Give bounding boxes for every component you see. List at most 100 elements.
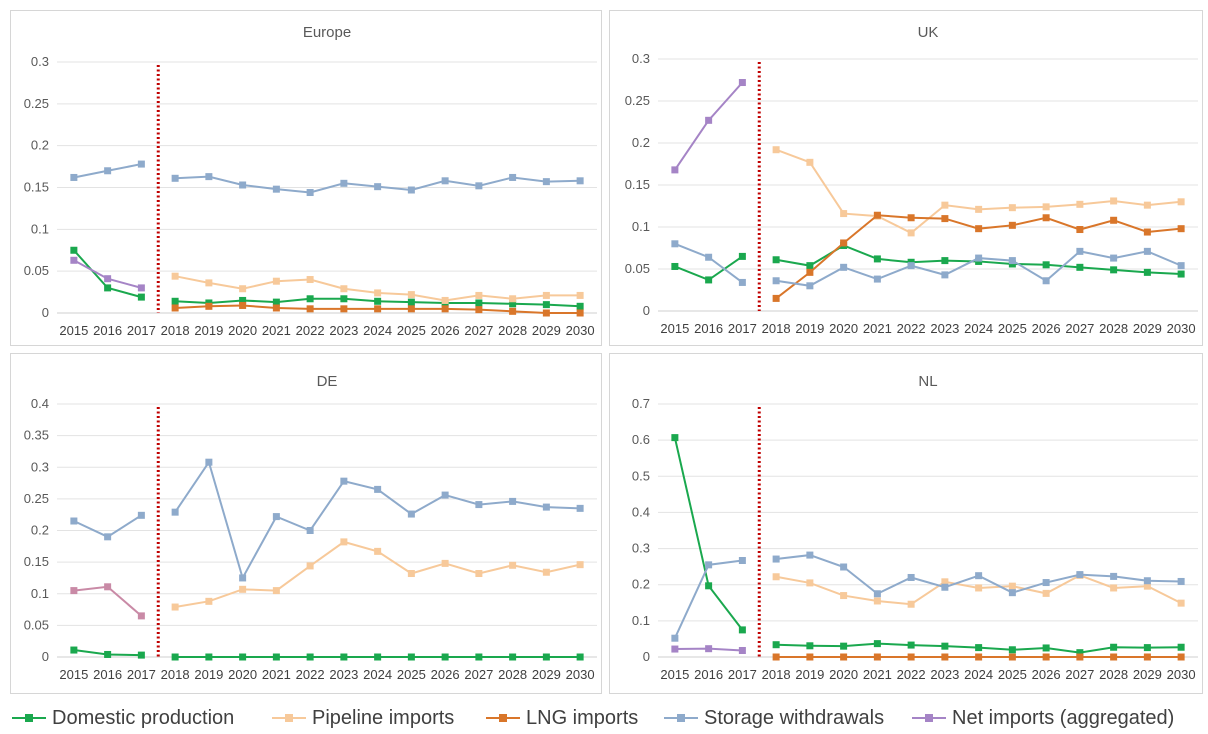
x-tick-label-de-7: 2022 [296, 667, 325, 682]
data-point-europe-pipeline-imports-2024 [374, 289, 382, 297]
data-point-uk-storage-withdrawals-2017 [738, 278, 746, 286]
data-point-europe-pipeline-imports-2030 [576, 291, 584, 299]
data-point-europe-pipeline-imports-2023 [340, 285, 348, 293]
data-point-de-pipeline-imports-2026 [441, 559, 449, 567]
data-point-europe-net-imports-aggregated-2016 [104, 275, 112, 283]
data-point-de-domestic-production-2015 [70, 646, 78, 654]
x-tick-label-de-0: 2015 [59, 667, 88, 682]
data-point-europe-lng-imports-2018 [171, 304, 179, 312]
chart-panel-nl: NL 0 0.1 0.2 0.3 0.4 0.5 0.6 0.7 2015 2016 2017 2018… [609, 353, 1203, 694]
data-point-de-domestic-production-2024 [374, 653, 382, 661]
y-tick-label-nl-4: 0.4 [632, 504, 650, 519]
data-point-europe-domestic-production-2028 [509, 300, 517, 308]
data-point-uk-storage-withdrawals-2027 [1076, 247, 1084, 255]
data-point-uk-storage-withdrawals-2025 [1008, 257, 1016, 265]
data-point-nl-domestic-production-2016 [705, 582, 713, 590]
data-point-de-net-imports-aggregated-2016 [104, 583, 112, 591]
data-point-uk-pipeline-imports-2023 [941, 201, 949, 209]
data-point-nl-storage-withdrawals-2021 [873, 590, 881, 598]
x-tick-label-europe-14: 2029 [532, 323, 561, 338]
data-point-nl-storage-withdrawals-2018 [772, 555, 780, 563]
y-tick-label-nl-5: 0.5 [632, 468, 650, 483]
data-point-nl-storage-withdrawals-2027 [1076, 571, 1084, 579]
data-point-de-domestic-production-2027 [475, 653, 483, 661]
data-point-nl-pipeline-imports-2029 [1143, 582, 1151, 590]
data-point-nl-domestic-production-2030 [1177, 643, 1185, 651]
data-point-uk-storage-withdrawals-2028 [1110, 254, 1118, 262]
data-point-uk-lng-imports-2026 [1042, 214, 1050, 222]
y-tick-label-europe-6: 0.3 [31, 54, 49, 69]
data-point-nl-lng-imports-2029 [1143, 653, 1151, 661]
x-tick-label-uk-2: 2017 [728, 321, 757, 336]
x-tick-label-europe-12: 2027 [464, 323, 493, 338]
data-point-europe-domestic-production-2015 [70, 246, 78, 254]
x-tick-label-europe-11: 2026 [431, 323, 460, 338]
x-tick-label-uk-4: 2019 [795, 321, 824, 336]
x-tick-label-nl-12: 2027 [1065, 667, 1094, 682]
x-tick-label-europe-1: 2016 [93, 323, 122, 338]
data-point-nl-pipeline-imports-2020 [840, 592, 848, 600]
data-point-uk-pipeline-imports-2025 [1008, 204, 1016, 212]
y-tick-label-europe-5: 0.25 [24, 96, 49, 111]
legend-swatch-storage [664, 708, 698, 728]
data-point-de-pipeline-imports-2021 [272, 587, 280, 595]
data-point-uk-domestic-production-2030 [1177, 270, 1185, 278]
data-point-uk-net-imports-aggregated-2015 [671, 166, 679, 174]
y-tick-label-uk-6: 0.3 [632, 51, 650, 66]
x-tick-label-uk-14: 2029 [1133, 321, 1162, 336]
data-point-uk-storage-withdrawals-2016 [705, 253, 713, 261]
chart-panel-europe: Europe 0 0.05 0.1 0.15 0.2 0.25 0.3 2015 2016 2017… [10, 10, 602, 346]
x-tick-label-uk-1: 2016 [694, 321, 723, 336]
data-point-de-storage-withdrawals-2021 [272, 513, 280, 521]
data-point-de-storage-withdrawals-2017 [137, 511, 145, 519]
data-point-europe-lng-imports-2028 [509, 307, 517, 315]
data-point-nl-lng-imports-2022 [907, 653, 915, 661]
chart-panel-uk: UK 0 0.05 0.1 0.15 0.2 0.25 0.3 2015 2016 2017 2018… [609, 10, 1203, 346]
data-point-europe-pipeline-imports-2019 [205, 279, 213, 287]
data-point-uk-pipeline-imports-2028 [1110, 197, 1118, 205]
data-point-de-domestic-production-2030 [576, 653, 584, 661]
data-point-nl-net-imports-aggregated-2016 [705, 645, 713, 653]
data-point-nl-storage-withdrawals-2015 [671, 634, 679, 642]
legend-item-lng: LNG imports [486, 704, 638, 732]
data-point-nl-storage-withdrawals-2029 [1143, 577, 1151, 585]
data-point-uk-lng-imports-2030 [1177, 225, 1185, 233]
data-point-nl-pipeline-imports-2026 [1042, 589, 1050, 597]
data-point-europe-pipeline-imports-2020 [239, 285, 247, 293]
data-point-europe-storage-withdrawals-2015 [70, 173, 78, 181]
series-line-europe-net-imports-aggregated-0 [73, 259, 142, 289]
data-point-nl-lng-imports-2030 [1177, 653, 1185, 661]
x-tick-label-uk-5: 2020 [829, 321, 858, 336]
data-point-nl-lng-imports-2019 [806, 653, 814, 661]
data-point-europe-storage-withdrawals-2024 [374, 183, 382, 191]
data-point-nl-lng-imports-2020 [840, 653, 848, 661]
x-tick-label-de-11: 2026 [431, 667, 460, 682]
data-point-de-pipeline-imports-2018 [171, 603, 179, 611]
data-point-uk-storage-withdrawals-2022 [907, 262, 915, 270]
chart-title-europe: Europe [303, 24, 351, 41]
x-tick-label-nl-11: 2026 [1032, 667, 1061, 682]
data-point-europe-lng-imports-2022 [306, 305, 314, 313]
data-point-de-storage-withdrawals-2024 [374, 485, 382, 493]
x-tick-label-uk-11: 2026 [1032, 321, 1061, 336]
x-tick-label-de-1: 2016 [93, 667, 122, 682]
data-point-de-domestic-production-2020 [239, 653, 247, 661]
legend-label-net: Net imports (aggregated) [952, 706, 1175, 729]
data-point-europe-lng-imports-2024 [374, 305, 382, 313]
y-tick-label-de-7: 0.35 [24, 428, 49, 443]
data-point-nl-lng-imports-2024 [975, 653, 983, 661]
data-point-de-storage-withdrawals-2018 [171, 508, 179, 516]
data-point-nl-lng-imports-2027 [1076, 653, 1084, 661]
x-tick-label-europe-15: 2030 [566, 323, 595, 338]
series-line-de-storage-withdrawals-1 [174, 459, 581, 581]
data-point-uk-pipeline-imports-2019 [806, 158, 814, 166]
data-point-nl-domestic-production-2024 [975, 644, 983, 652]
data-point-de-storage-withdrawals-2016 [104, 533, 112, 541]
x-tick-label-uk-13: 2028 [1099, 321, 1128, 336]
x-tick-label-uk-12: 2027 [1065, 321, 1094, 336]
data-point-nl-storage-withdrawals-2028 [1110, 572, 1118, 580]
chart-legend: Domestic production Pipeline imports LNG… [0, 700, 1208, 734]
x-tick-label-de-12: 2027 [464, 667, 493, 682]
x-tick-label-de-6: 2021 [262, 667, 291, 682]
data-point-nl-net-imports-aggregated-2015 [671, 645, 679, 653]
